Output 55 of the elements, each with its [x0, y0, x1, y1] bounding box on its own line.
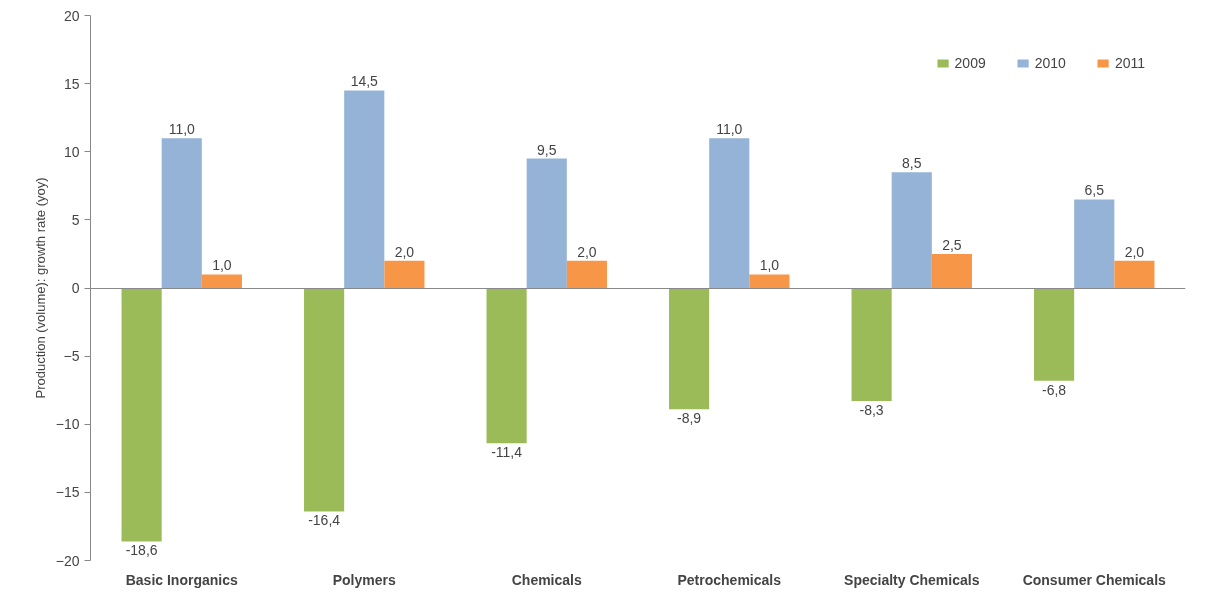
data-label: -8,9	[677, 410, 702, 427]
data-label: 2,5	[942, 236, 962, 253]
x-tick-label: Consumer Chemicals	[1022, 571, 1167, 588]
bar	[1114, 260, 1155, 288]
y-tick-label: 0	[71, 280, 80, 296]
data-label: 1,0	[759, 257, 780, 274]
legend-label: 2009	[954, 55, 986, 71]
y-tick-label: −10	[55, 416, 80, 433]
y-tick-label: −20	[55, 552, 80, 569]
legend-label: 2011	[1114, 55, 1145, 71]
data-label: 2,0	[1124, 243, 1145, 260]
data-label: 1,0	[212, 257, 232, 274]
data-label: 11,0	[716, 121, 743, 138]
x-tick-label: Petrochemicals	[677, 571, 782, 588]
bar	[161, 138, 202, 288]
y-tick-label: 20	[63, 7, 80, 24]
y-axis-title: Production (volume): growth rate (yoy)	[32, 177, 48, 399]
y-tick-label: −15	[55, 484, 80, 501]
data-label: -16,4	[308, 512, 341, 529]
y-tick-label: −5	[63, 348, 80, 365]
bar	[891, 172, 932, 288]
data-label: 2,0	[394, 243, 415, 260]
x-tick-label: Polymers	[332, 571, 396, 588]
data-label: 11,0	[168, 121, 196, 138]
data-label: 2,0	[577, 243, 597, 260]
data-label: 14,5	[350, 73, 379, 90]
legend-label: 2010	[1034, 55, 1066, 71]
data-label: -6,8	[1042, 381, 1067, 398]
data-label: -11,4	[491, 444, 523, 461]
bar	[931, 253, 972, 288]
bar	[566, 260, 607, 288]
x-tick-label: Specialty Chemicals	[844, 571, 980, 588]
data-label: -18,6	[125, 542, 158, 559]
y-tick-label: 15	[63, 75, 80, 92]
bar	[526, 158, 567, 288]
bar	[304, 288, 345, 512]
bar	[384, 260, 425, 288]
y-tick-label: 5	[71, 211, 80, 228]
bar	[851, 288, 892, 402]
y-tick-label: 10	[63, 143, 80, 160]
data-label: 6,5	[1084, 182, 1105, 199]
x-tick-label: Basic Inorganics	[125, 571, 238, 588]
bar	[1034, 288, 1075, 381]
bar	[201, 274, 242, 288]
bar	[669, 288, 710, 410]
bar	[344, 90, 385, 288]
data-label: 9,5	[537, 141, 557, 158]
bar	[709, 138, 750, 288]
bar	[1074, 199, 1115, 288]
bar	[749, 274, 790, 288]
bar	[486, 288, 527, 444]
x-tick-label: Chemicals	[511, 571, 582, 588]
data-label: 8,5	[902, 155, 922, 172]
bar	[121, 288, 162, 542]
data-label: -8,3	[859, 402, 884, 419]
